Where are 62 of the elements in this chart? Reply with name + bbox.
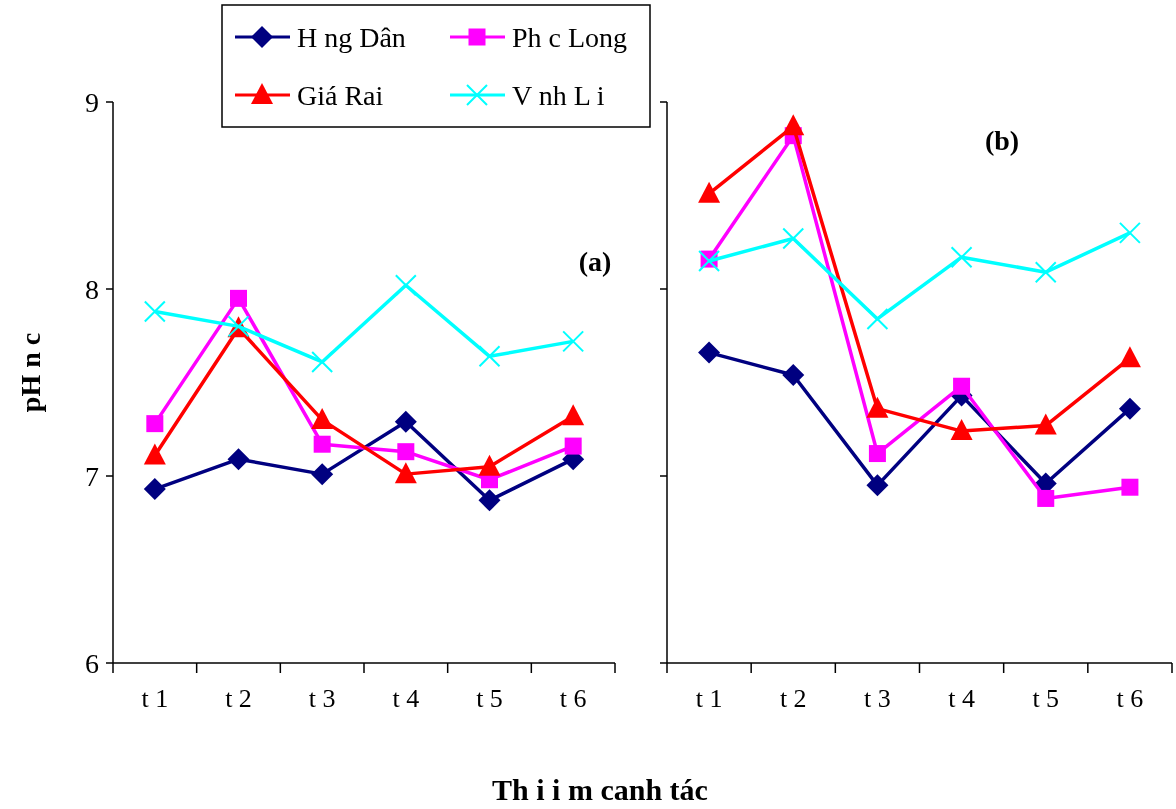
y-tick-label: 6 [85,647,99,679]
legend-label: Giá Rai [297,79,384,111]
point [562,404,585,426]
point [782,114,805,136]
x-tick-label: t 1 [695,684,723,713]
y-axis-title: pH n c [15,332,46,413]
point [311,407,334,429]
x-tick-label: t 6 [1116,684,1144,713]
y-tick-label: 9 [85,86,99,118]
point [478,345,501,368]
point [698,341,721,364]
x-tick-label: t 2 [225,684,252,713]
point [1037,489,1055,507]
point [1118,221,1141,244]
point [866,474,889,497]
x-tick-label: t 3 [864,684,891,713]
legend-label: Ph c Long [512,21,628,53]
point [313,435,331,453]
point [562,330,585,353]
x-tick-label: t 5 [476,684,503,713]
point [1034,261,1057,284]
y-tick-label: 8 [85,273,99,305]
point [394,462,417,484]
point [394,410,417,433]
point [564,437,582,455]
point [1034,413,1057,435]
point [394,274,417,297]
point [782,227,805,250]
point [953,377,971,395]
point [478,489,501,512]
point [143,443,166,465]
point [1121,478,1139,496]
point [143,300,166,323]
text: (b) [984,125,1020,156]
point [1118,346,1141,368]
point [311,463,334,486]
text: (a) [578,246,612,277]
point [478,454,501,476]
point [397,443,415,461]
legend-label: H ng Dân [297,21,406,53]
point [950,246,973,269]
y-tick-label: 7 [85,460,99,492]
x-tick-label: t 2 [779,684,807,713]
point [866,396,889,418]
point [227,448,250,471]
x-tick-label: t 5 [1032,684,1060,713]
point [230,289,247,307]
point [1118,397,1141,420]
point [311,350,334,373]
point [868,445,886,463]
point [146,415,164,433]
x-tick-label: t 3 [308,684,336,713]
legend-label: V nh L i [512,79,605,111]
x-tick-label: t 6 [559,684,587,713]
point [950,419,973,441]
x-axis-title: Th i i m canh tác [492,773,708,806]
point [698,181,721,203]
point [782,364,805,387]
x-tick-label: t 4 [948,684,975,713]
point [143,478,166,501]
x-tick-label: t 1 [141,684,169,713]
x-tick-label: t 4 [392,684,420,713]
